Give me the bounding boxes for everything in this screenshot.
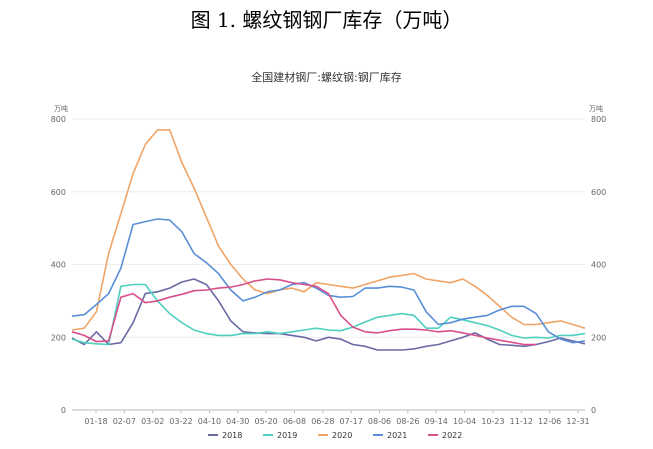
legend-label: 2018	[222, 431, 242, 440]
y-unit-right: 万吨	[589, 104, 603, 113]
gridlines	[72, 118, 585, 411]
series-line-2021	[71, 218, 586, 344]
x-tick-label: 02-07	[113, 417, 136, 426]
x-tick-label: 05-20	[254, 417, 277, 426]
y-tick-right: 0	[591, 406, 596, 415]
x-tick-label: 10-23	[481, 417, 504, 426]
x-tick-label: 06-08	[283, 417, 306, 426]
y-tick-left: 400	[51, 261, 66, 270]
y-tick-left: 0	[61, 406, 66, 415]
x-tick-label: 09-14	[425, 417, 448, 426]
x-tick-label: 11-12	[510, 417, 533, 426]
x-tick-label: 04-30	[226, 417, 249, 426]
series-line-2018	[71, 278, 586, 351]
x-tick-label: 01-18	[84, 417, 107, 426]
legend: 2018 2019 2020 2021 2022	[208, 431, 462, 440]
y-tick-left: 200	[51, 333, 66, 342]
legend-label: 2022	[442, 431, 462, 440]
y-tick-right: 400	[591, 261, 606, 270]
legend-label: 2020	[332, 431, 352, 440]
figure-caption: 图 1. 螺纹钢钢厂库存（万吨）	[190, 8, 463, 32]
x-tick-label: 03-22	[169, 417, 192, 426]
x-tick-label: 12-06	[538, 417, 561, 426]
x-tick-label: 08-06	[368, 417, 391, 426]
x-tick-label: 07-17	[340, 417, 363, 426]
x-axis: 01-18 02-07 03-02 03-22 04-10 04-30 05-20 06-08…	[84, 410, 590, 426]
y-unit-left: 万吨	[54, 104, 68, 113]
y-tick-right: 200	[591, 333, 606, 342]
legend-label: 2021	[387, 431, 407, 440]
x-tick-label: 08-26	[396, 417, 419, 426]
series-line-2020	[71, 129, 586, 331]
x-tick-label: 10-04	[453, 417, 476, 426]
x-tick-label: 04-10	[198, 417, 221, 426]
y-tick-left: 600	[51, 188, 66, 197]
y-axis-right: 0 200 400 600 800 万吨	[589, 104, 606, 415]
chart-title: 全国建材钢厂:螺纹钢:钢厂库存	[251, 71, 402, 84]
y-tick-left: 800	[51, 115, 66, 124]
series-lines	[71, 129, 586, 351]
y-tick-right: 600	[591, 188, 606, 197]
x-tick-label: 12-31	[566, 417, 589, 426]
x-tick-label: 03-02	[141, 417, 164, 426]
legend-label: 2019	[277, 431, 297, 440]
x-tick-label: 06-28	[311, 417, 334, 426]
y-tick-right: 800	[591, 115, 606, 124]
y-axis-left: 0 200 400 600 800 万吨	[51, 104, 68, 415]
series-line-2022	[71, 278, 537, 346]
